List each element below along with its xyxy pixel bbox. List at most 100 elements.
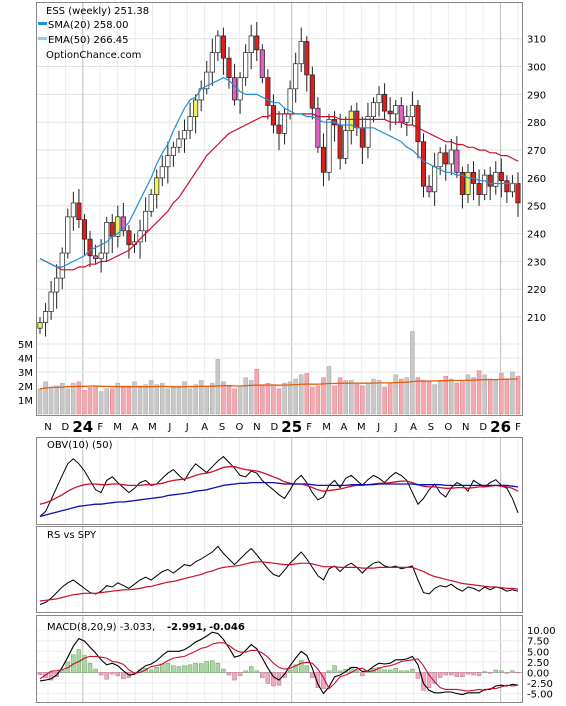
x-tick-label: J [376,422,380,433]
volume-bar [126,385,132,415]
obv-series-line [39,481,519,518]
candle-body [387,110,393,115]
price-tick-label: 270 [527,146,546,157]
x-tick-label: J [394,422,398,433]
ema-legend-swatch [38,37,47,40]
macd-histogram-bar [487,672,493,674]
indicator-lines [37,455,521,696]
macd-histogram-bar [171,665,176,673]
x-tick-label: 24 [72,418,93,436]
candle-body [459,171,465,195]
macd-histogram-bar [393,667,398,673]
macd-histogram-bar [215,662,221,673]
candle-body [420,141,427,187]
macd-histogram-bar [460,672,465,677]
volume-bar [465,374,471,415]
candle-body [220,35,226,59]
candle-body [493,171,499,187]
candle-body [81,219,88,240]
candle-body [487,174,493,187]
macd-histogram-bar [415,672,421,679]
candle-body [148,194,154,212]
volume-bar [132,381,137,415]
macd-histogram-bar [399,670,404,673]
macd-histogram-bar [326,670,332,673]
volume-bar [148,380,154,415]
candle-body [498,171,504,182]
macd-histogram-bar [232,672,237,681]
volume-bars [37,331,521,415]
macd-histogram-bar [287,669,293,673]
macd-histogram-bar [271,672,276,687]
macd-histogram-bar [465,672,471,675]
price-tick-label: 290 [527,90,546,101]
watermark: OptionChance.com [46,50,141,61]
volume-bar [221,381,226,415]
macd-histogram-bar [476,672,482,677]
volume-bar [171,387,176,415]
macd-histogram-bar [115,672,121,677]
price-tick-label: 260 [527,174,546,185]
macd-histogram-bar [82,655,87,673]
candle-body [43,311,49,323]
x-tick-label: S [428,422,434,433]
obv-label: OBV(10) (50) [47,440,113,451]
volume-bar [276,388,282,415]
volume-bar [298,374,304,415]
candle-body [154,177,160,195]
volume-bar [59,382,65,415]
candle-body [482,174,488,195]
macd-histogram-bar [504,672,510,674]
macd-histogram-bar [226,672,232,676]
volume-bar [154,384,159,415]
candle-body [315,107,321,148]
macd-histogram-bar [160,663,165,673]
volume-bar [271,384,276,415]
volume-bar [387,382,393,415]
macd-histogram-bar [110,672,115,675]
x-tick-label: D [62,422,70,433]
volume-bar [115,382,121,415]
candle-body [443,152,449,165]
candle-body [104,222,110,254]
candle-body [504,180,510,193]
volume-bar [287,381,293,415]
candle-body [254,35,260,51]
candlesticks [37,22,521,337]
x-tick-label: D [270,422,278,433]
candle-body [109,222,115,237]
macd-histogram-bar [187,664,193,673]
volume-bar [493,380,499,415]
macd-histogram-bar [432,672,437,684]
x-tick-label: N [253,422,260,433]
volume-bar [376,380,382,415]
macd-histogram-bar [437,672,443,678]
x-tick-label: A [132,422,139,433]
volume-bar [265,382,271,415]
candle-body [448,149,454,165]
volume-bar [499,373,504,415]
candle-body [404,116,410,123]
x-tick-label: F [97,422,103,433]
macd-histogram-bar [182,665,187,673]
candle-body [293,63,299,90]
volume-bar [226,385,232,415]
candle-body [298,41,304,65]
candle-body [231,77,238,101]
volume-tick-label: 1M [18,396,33,407]
macd-histogram-bar [454,672,460,677]
candle-body [76,202,82,220]
volume-bar [371,378,376,415]
volume-bar [87,387,93,415]
x-tick-label: 25 [281,418,302,436]
candle-body [37,322,43,329]
macd-histogram-bar [121,672,126,680]
x-tick-label: M [113,422,122,433]
macd-tick-label: 2.50 [527,658,549,669]
sma20-line [39,77,518,268]
macd-histogram-bar [426,672,432,688]
x-tick-label: J [185,422,189,433]
candle-body [309,74,315,109]
candle-body [48,291,54,312]
